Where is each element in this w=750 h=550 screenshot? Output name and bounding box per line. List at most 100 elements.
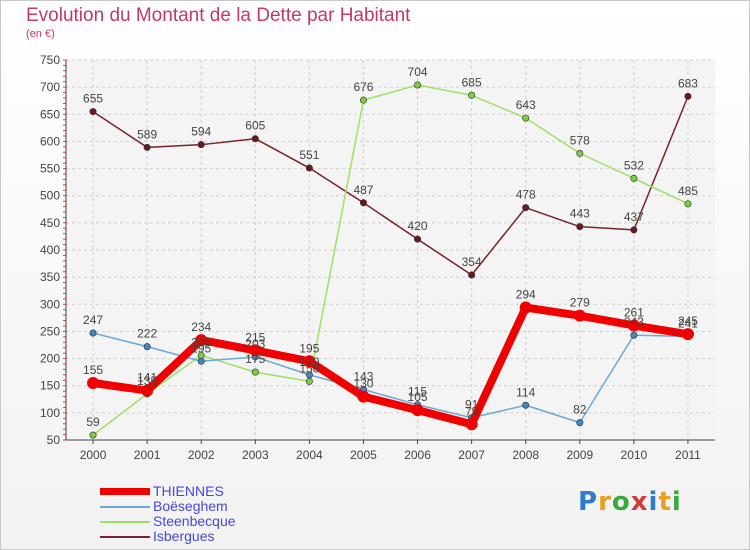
legend-swatch-thiennes (100, 488, 150, 495)
data-point-isbergues (576, 223, 584, 231)
data-point-boseghem (143, 343, 151, 351)
data-point-boseghem (89, 329, 97, 337)
data-label-boseghem: 115 (408, 385, 427, 399)
data-label-steenbecque: 485 (678, 184, 698, 198)
data-label-boseghem: 91 (465, 398, 479, 412)
data-label-thiennes: 261 (624, 305, 644, 319)
data-label-isbergues: 594 (191, 125, 211, 139)
data-label-boseghem: 143 (353, 370, 373, 384)
data-label-steenbecque: 676 (353, 80, 373, 94)
data-label-steenbecque: 175 (245, 352, 265, 366)
x-tick-label: 2000 (80, 448, 107, 462)
x-tick-label: 2003 (242, 448, 269, 462)
proxiti-logo: Proxiti (578, 487, 682, 517)
data-label-steenbecque: 59 (86, 415, 100, 429)
data-point-thiennes (357, 390, 370, 403)
data-label-thiennes: 215 (245, 330, 265, 344)
data-label-thiennes: 79 (465, 404, 479, 418)
data-label-steenbecque: 532 (624, 158, 644, 172)
data-label-thiennes: 234 (191, 320, 211, 334)
data-point-thiennes (681, 328, 694, 341)
x-tick-label: 2002 (188, 448, 215, 462)
data-point-boseghem (576, 419, 584, 427)
data-label-thiennes: 105 (408, 390, 428, 404)
data-point-isbergues (89, 108, 97, 116)
logo-letter: P (578, 487, 599, 517)
data-label-isbergues: 420 (408, 219, 428, 233)
chart-title: Evolution du Montant de la Dette par Hab… (26, 5, 411, 26)
data-label-thiennes: 279 (570, 296, 590, 310)
data-label-thiennes: 195 (299, 341, 319, 355)
data-point-steenbecque (359, 96, 367, 104)
data-label-thiennes: 245 (678, 314, 698, 328)
data-label-thiennes: 141 (137, 371, 157, 385)
y-tick-label: 650 (40, 107, 60, 121)
legend-swatch-isbergues (100, 536, 150, 538)
data-point-steenbecque (684, 200, 692, 208)
data-label-isbergues: 478 (516, 188, 536, 202)
y-tick-label: 150 (40, 379, 60, 393)
data-label-steenbecque: 643 (516, 98, 536, 112)
data-label-steenbecque: 704 (408, 65, 428, 79)
legend-label-thiennes: THIENNES (153, 483, 224, 499)
data-point-thiennes (249, 344, 262, 357)
data-label-boseghem: 170 (299, 355, 319, 369)
data-label-isbergues: 655 (83, 92, 103, 106)
data-point-isbergues (251, 135, 259, 143)
data-label-steenbecque: 206 (191, 335, 211, 349)
legend-label-boeseghem: Boëseghem (153, 498, 228, 514)
data-point-steenbecque (468, 91, 476, 99)
data-point-steenbecque (89, 431, 97, 439)
data-point-thiennes (87, 377, 100, 389)
x-tick-label: 2011 (675, 448, 701, 462)
logo-letter: o (611, 487, 631, 517)
data-point-thiennes (627, 319, 640, 332)
series-line-isbergues (92, 95, 689, 276)
data-label-isbergues: 354 (462, 255, 482, 269)
y-tick-label: 600 (40, 134, 60, 148)
data-point-isbergues (359, 199, 367, 207)
data-point-isbergues (305, 164, 313, 172)
data-point-boseghem (522, 401, 530, 409)
data-point-steenbecque (576, 149, 584, 157)
data-label-boseghem: 82 (573, 403, 587, 417)
legend-label-steenbecque: Steenbecque (153, 513, 236, 529)
data-label-isbergues: 589 (137, 127, 157, 141)
y-tick-label: 350 (40, 270, 60, 284)
data-label-steenbecque: 158 (299, 361, 319, 375)
data-point-boseghem (305, 371, 313, 379)
x-tick-label: 2006 (404, 448, 431, 462)
data-label-boseghem: 114 (516, 385, 535, 399)
data-point-isbergues (684, 92, 692, 100)
data-point-steenbecque (630, 174, 638, 182)
data-point-steenbecque (251, 368, 259, 376)
data-label-steenbecque: 135 (137, 374, 157, 388)
x-tick-label: 2010 (621, 448, 648, 462)
y-tick-label: 700 (40, 80, 60, 94)
data-label-isbergues: 605 (245, 119, 265, 133)
y-tick-label: 300 (40, 297, 60, 311)
data-label-steenbecque: 578 (570, 133, 590, 147)
data-point-isbergues (197, 141, 205, 149)
y-tick-label: 500 (40, 189, 60, 203)
data-label-thiennes: 294 (516, 288, 536, 302)
data-label-boseghem: 247 (83, 313, 103, 327)
data-point-steenbecque (414, 81, 422, 89)
chart-subtitle: (en €) (26, 28, 55, 40)
x-tick-label: 2008 (512, 448, 539, 462)
legend-swatch-steenbecque (100, 521, 150, 523)
data-point-steenbecque (305, 377, 313, 385)
logo-letter: x (630, 487, 649, 517)
logo-letter: r (598, 487, 612, 517)
data-label-thiennes: 130 (353, 377, 373, 391)
data-point-steenbecque (522, 114, 530, 122)
x-tick-label: 2004 (296, 448, 323, 462)
data-point-thiennes (519, 301, 532, 314)
y-tick-label: 750 (40, 53, 60, 67)
series-line-thiennes (89, 303, 692, 429)
x-tick-label: 2001 (134, 448, 161, 462)
data-point-thiennes (573, 309, 586, 322)
y-tick-label: 50 (47, 433, 61, 447)
data-point-isbergues (630, 226, 638, 234)
